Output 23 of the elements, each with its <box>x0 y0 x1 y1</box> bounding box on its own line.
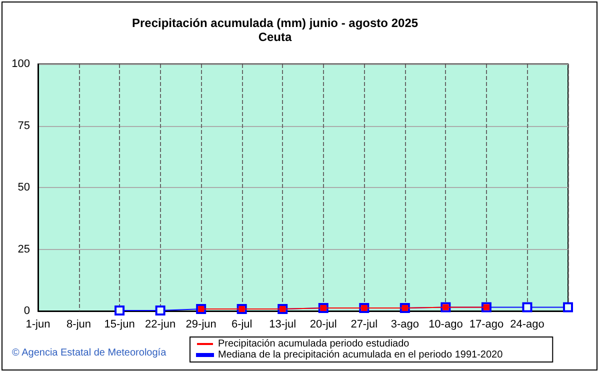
y-tick-label: 25 <box>18 243 30 256</box>
x-tick-label: 8-jun <box>66 318 92 330</box>
x-tick-label: 10-ago <box>428 318 463 330</box>
x-tick-label: 20-jul <box>310 318 337 330</box>
x-tick-label: 15-jun <box>104 318 135 330</box>
x-tick-label: 27-jul <box>350 318 378 330</box>
x-tick-label: 1-jun <box>26 318 50 330</box>
x-tick-label: 13-jul <box>269 318 296 330</box>
chart-subtitle: Ceuta <box>258 30 292 44</box>
y-tick-label: 75 <box>18 120 30 132</box>
chart-title: Precipitación acumulada (mm) junio - agosto 2025 <box>132 16 418 30</box>
legend-label: Mediana de la precipitación acumulada en el periodo 1991-2020 <box>218 350 504 360</box>
legend-label: Precipitación acumulada periodo estudiado <box>218 338 410 350</box>
y-tick-label: 100 <box>12 58 30 70</box>
text: © Agencia Estatal de Meteorología <box>12 348 167 358</box>
x-tick-label: 3-ago <box>390 318 419 330</box>
x-tick-label: 6-jul <box>231 318 252 330</box>
x-tick-label: 29-jun <box>186 318 216 330</box>
y-tick-label: 50 <box>18 182 30 194</box>
x-tick-label: 17-ago <box>469 318 504 330</box>
x-tick-label: 24-ago <box>510 318 544 330</box>
x-tick-label: 22-jun <box>145 318 176 330</box>
y-tick-label: 0 <box>24 305 30 317</box>
